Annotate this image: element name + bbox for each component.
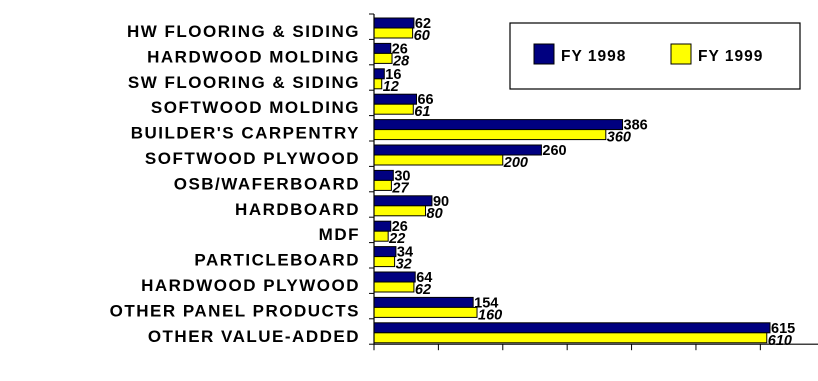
bar-other-value-added-s2 [373, 332, 768, 344]
bar-particleboard-s2 [373, 256, 396, 268]
value-label-hardwood-plywood-s2: 62 [415, 282, 431, 298]
legend: FY 1998 FY 1999 [509, 22, 801, 90]
value-label-osb-waferboard-s2: 27 [391, 180, 409, 196]
bar-builder-s-carpentry-s2 [373, 129, 607, 141]
value-label-hardboard-s2: 80 [427, 206, 443, 222]
category-label-hw-flooring-siding: HW FLOORING & SIDING [127, 22, 360, 41]
value-label-softwood-plywood-s1: 260 [542, 143, 566, 159]
legend-swatch-fy1999 [670, 43, 692, 65]
legend-label-fy1999: FY 1999 [698, 48, 763, 65]
legend-label-fy1998: FY 1998 [561, 48, 626, 65]
bar-hw-flooring-siding-s2 [373, 27, 414, 39]
category-label-softwood-molding: SOFTWOOD MOLDING [151, 98, 360, 117]
value-label-particleboard-s2: 32 [396, 257, 412, 273]
value-label-hardwood-molding-s2: 28 [392, 53, 410, 69]
value-labels: 6260262816126661386360260200302790802622… [383, 16, 795, 349]
value-label-osb-waferboard-s1: 30 [394, 168, 410, 184]
value-label-mdf-s1: 26 [392, 219, 408, 235]
bar-particleboard-s1 [373, 246, 397, 258]
value-label-softwood-molding-s2: 61 [414, 104, 430, 120]
value-label-sw-flooring-siding-s2: 12 [383, 79, 399, 95]
category-labels: HW FLOORING & SIDING HARDWOOD MOLDING SW F… [110, 22, 360, 346]
category-label-particleboard: PARTICLEBOARD [194, 251, 360, 270]
value-label-mdf-s2: 22 [388, 231, 405, 247]
category-label-osb-waferboard: OSB/WAFERBOARD [174, 174, 360, 193]
bar-mdf-s2 [373, 230, 389, 242]
value-label-builder-s-carpentry-s2: 360 [607, 130, 631, 146]
bar-hardwood-plywood-s1 [373, 271, 416, 283]
category-label-other-value-added: OTHER VALUE-ADDED [148, 327, 360, 346]
category-label-mdf: MDF [319, 225, 360, 244]
value-label-builder-s-carpentry-s1: 386 [624, 118, 648, 134]
bar-hardboard-s1 [373, 195, 433, 207]
axes [369, 13, 818, 351]
bar-other-value-added-s1 [373, 322, 771, 334]
category-label-sw-flooring-siding: SW FLOORING & SIDING [128, 73, 360, 92]
bar-softwood-molding-s2 [373, 103, 414, 115]
bar-osb-waferboard-s1 [373, 169, 394, 181]
bar-hardwood-molding-s1 [373, 42, 392, 54]
bar-other-panel-products-s2 [373, 306, 478, 318]
value-label-other-value-added-s2: 610 [768, 333, 792, 349]
category-label-builder-s-carpentry: BUILDER'S CARPENTRY [131, 124, 360, 143]
bar-mdf-s1 [373, 220, 392, 232]
bar-softwood-molding-s1 [373, 93, 417, 105]
bar-other-panel-products-s1 [373, 296, 474, 308]
value-label-other-panel-products-s1: 154 [474, 295, 498, 311]
bar-builder-s-carpentry-s1 [373, 119, 624, 131]
value-label-hardboard-s1: 90 [433, 194, 449, 210]
bar-sw-flooring-siding-s1 [373, 68, 385, 80]
value-label-sw-flooring-siding-s1: 16 [385, 67, 401, 83]
bar-softwood-plywood-s1 [373, 144, 542, 156]
category-label-softwood-plywood: SOFTWOOD PLYWOOD [145, 149, 360, 168]
category-label-hardwood-molding: HARDWOOD MOLDING [147, 47, 360, 66]
value-label-particleboard-s1: 34 [397, 245, 413, 261]
category-label-hardwood-plywood: HARDWOOD PLYWOOD [141, 276, 360, 295]
bar-hardwood-plywood-s2 [373, 281, 415, 293]
legend-swatch-fy1998 [533, 43, 555, 65]
value-label-softwood-molding-s1: 66 [417, 92, 433, 108]
value-label-hw-flooring-siding-s1: 62 [415, 16, 431, 32]
bar-hardboard-s2 [373, 205, 427, 217]
bar-softwood-plywood-s2 [373, 154, 504, 166]
bar-hardwood-molding-s2 [373, 52, 393, 64]
value-label-other-value-added-s1: 615 [771, 321, 795, 337]
legend-box [509, 22, 801, 90]
category-label-hardboard: HARDBOARD [235, 200, 360, 219]
bar-hw-flooring-siding-s1 [373, 17, 415, 29]
category-label-other-panel-products: OTHER PANEL PRODUCTS [110, 301, 360, 320]
value-label-hw-flooring-siding-s2: 60 [414, 28, 430, 44]
value-label-softwood-plywood-s2: 200 [503, 155, 528, 171]
value-label-hardwood-molding-s1: 26 [392, 41, 408, 57]
bar-sw-flooring-siding-s2 [373, 78, 383, 90]
value-label-hardwood-plywood-s1: 64 [416, 270, 432, 286]
value-label-other-panel-products-s2: 160 [478, 307, 502, 323]
bar-osb-waferboard-s2 [373, 179, 392, 191]
